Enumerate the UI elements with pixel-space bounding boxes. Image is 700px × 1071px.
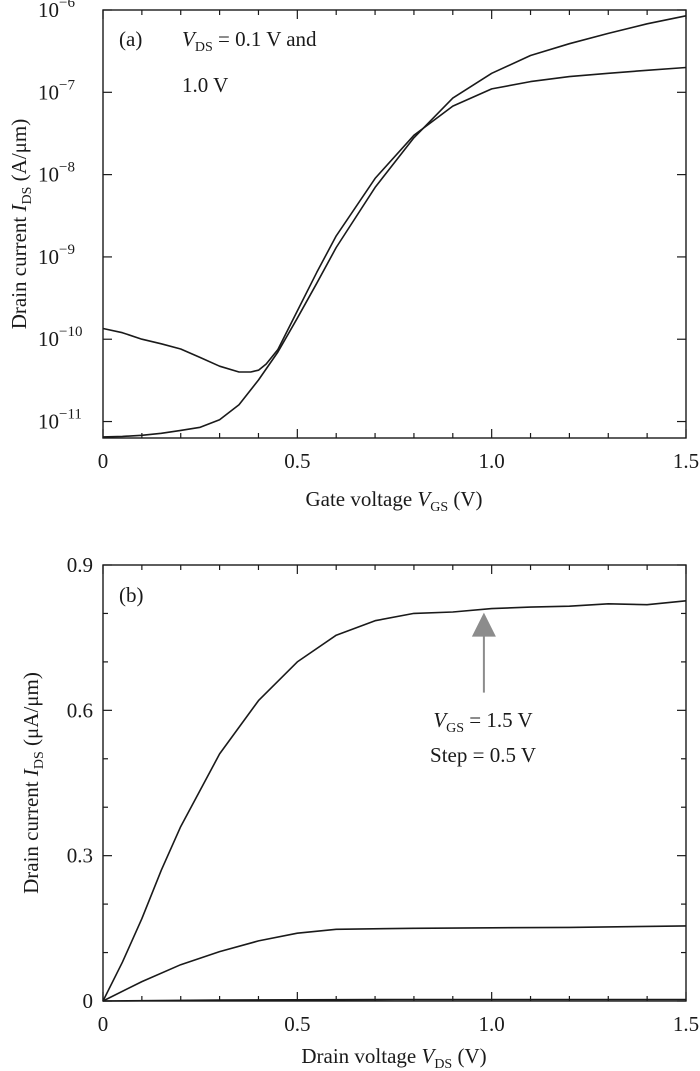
x-tick-label-b: 0 bbox=[98, 1012, 109, 1036]
annotation-b-line1: VGS = 1.5 V bbox=[433, 708, 532, 736]
y-tick-labels-b: 0 0.3 0.6 0.9 bbox=[67, 553, 93, 1013]
curves-b bbox=[102, 600, 687, 1002]
x-axis-label-b: Drain voltage VDS (V) bbox=[301, 1044, 486, 1071]
y-tick-label-a: 10−6 bbox=[38, 0, 75, 22]
panel-label-b: (b) bbox=[119, 583, 144, 607]
annotation-a-line1: VDS = 0.1 V and bbox=[182, 27, 317, 55]
curve-a-1 bbox=[102, 15, 687, 438]
curves-a bbox=[102, 15, 687, 438]
x-tick-label-b: 1.0 bbox=[479, 1012, 505, 1036]
y-axis-label-a: Drain current IDS (A/μm) bbox=[7, 119, 35, 330]
y-tick-label-a: 10−7 bbox=[38, 77, 75, 104]
x-tick-label-a: 0.5 bbox=[284, 449, 310, 473]
x-tick-label-a: 0 bbox=[98, 449, 109, 473]
annotation-b-line2: Step = 0.5 V bbox=[430, 743, 536, 767]
x-tick-labels-a: 0 0.5 1.0 1.5 bbox=[98, 449, 699, 473]
curve-b-1 bbox=[102, 600, 687, 1002]
tick-marks-b bbox=[102, 564, 687, 1002]
panel-b: 0 0.5 1.0 1.5 0 0.3 0.6 0.9 (b) VGS = 1.5 V St… bbox=[19, 553, 699, 1071]
y-tick-label-b: 0.6 bbox=[67, 698, 93, 722]
y-tick-label-b: 0.3 bbox=[67, 844, 93, 868]
x-tick-label-a: 1.5 bbox=[673, 449, 699, 473]
y-tick-labels-a: 10−6 10−7 10−8 10−9 10−10 10−11 bbox=[38, 0, 82, 434]
plot-frame-b bbox=[102, 564, 687, 1002]
annotation-a-line2: 1.0 V bbox=[182, 73, 228, 97]
x-axis-label-a: Gate voltage VGS (V) bbox=[305, 487, 482, 515]
y-tick-label-b: 0 bbox=[83, 989, 94, 1013]
curve-a-2 bbox=[102, 66, 687, 373]
plot-frame-a bbox=[102, 9, 687, 439]
arrow-indicator bbox=[471, 612, 496, 693]
y-tick-label-b: 0.9 bbox=[67, 553, 93, 577]
curve-b-2 bbox=[102, 925, 687, 1002]
tick-marks-a bbox=[102, 9, 687, 438]
y-tick-label-a: 10−8 bbox=[38, 160, 75, 187]
x-tick-label-b: 1.5 bbox=[673, 1012, 699, 1036]
arrow-head bbox=[471, 612, 496, 637]
curve-b-3 bbox=[102, 998, 686, 1002]
x-tick-labels-b: 0 0.5 1.0 1.5 bbox=[98, 1012, 699, 1036]
x-tick-label-a: 1.0 bbox=[479, 449, 505, 473]
panel-a: 0 0.5 1.0 1.5 10−6 10−7 10−8 10−9 10−10 10−11 (a… bbox=[7, 0, 699, 515]
y-axis-label-b: Drain current IDS (μA/μm) bbox=[19, 672, 47, 894]
panel-label-a: (a) bbox=[119, 27, 142, 51]
y-tick-label-a: 10−10 bbox=[38, 324, 82, 351]
y-tick-label-a: 10−11 bbox=[38, 407, 82, 434]
y-tick-label-a: 10−9 bbox=[38, 242, 75, 269]
x-tick-label-b: 0.5 bbox=[284, 1012, 310, 1036]
